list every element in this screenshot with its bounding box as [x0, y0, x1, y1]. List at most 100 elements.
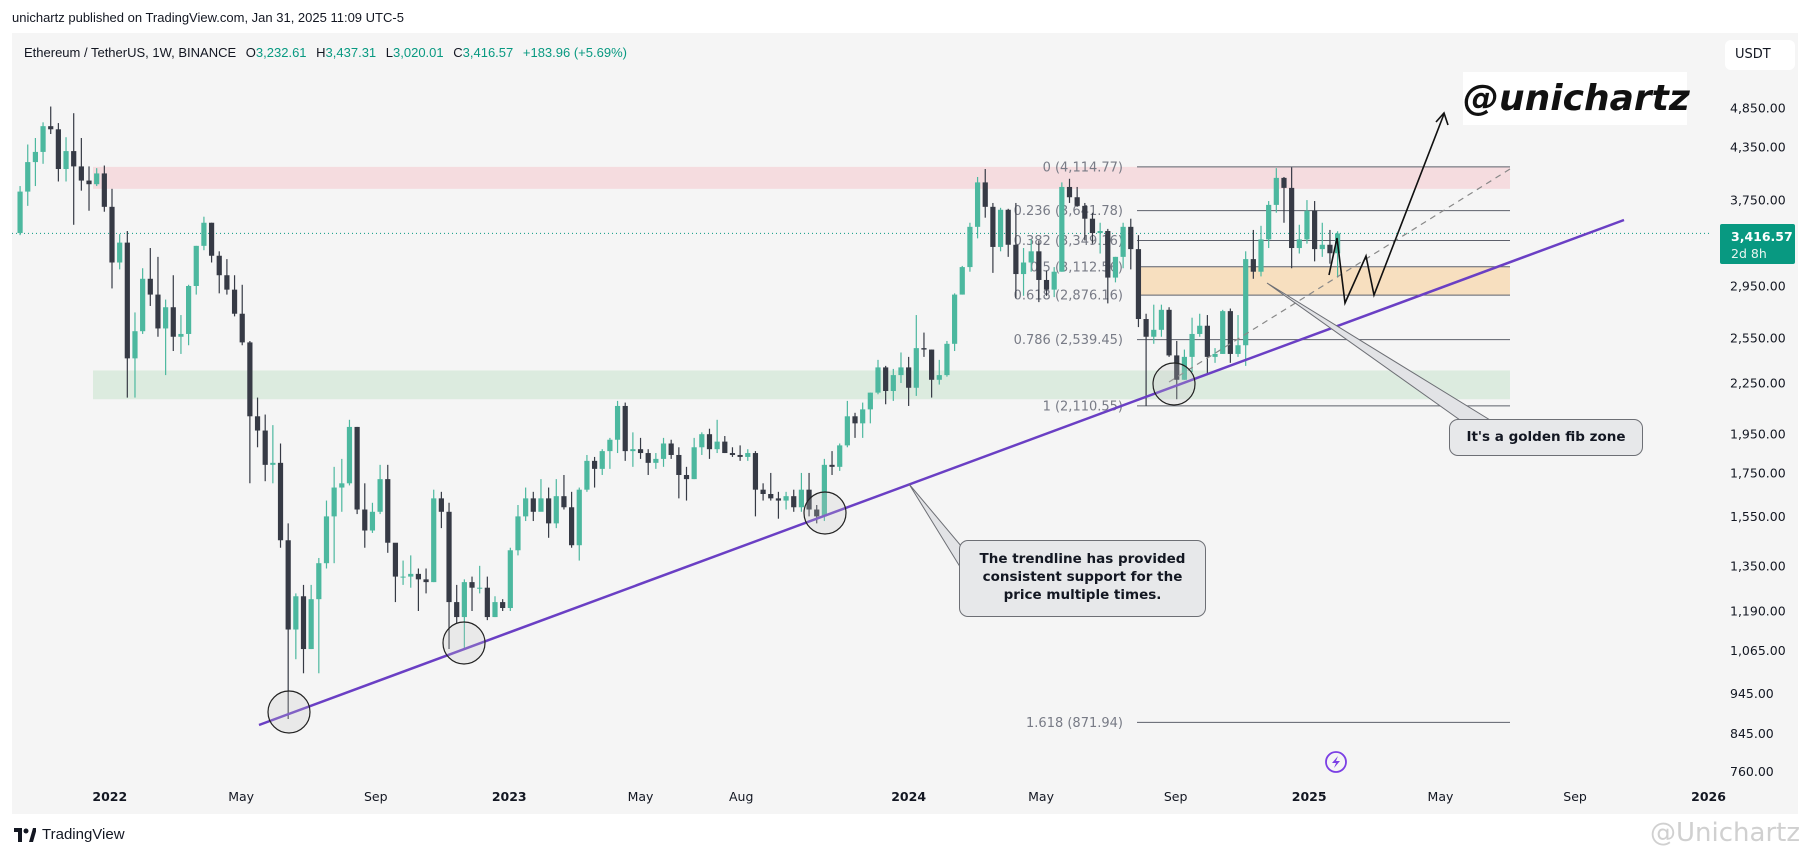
projection-path [1328, 113, 1445, 306]
touch-circle [267, 690, 311, 734]
candle [768, 472, 774, 501]
candle-body [86, 180, 92, 185]
candle [461, 579, 467, 650]
candle [86, 166, 92, 211]
candle-body [982, 182, 988, 207]
candle-body [630, 449, 636, 452]
x-tick-label: May [1428, 789, 1454, 804]
tradingview-logo-icon [14, 827, 36, 842]
fib-zone-callout[interactable]: It's a golden fib zone [1449, 419, 1643, 456]
candle [163, 299, 169, 376]
candle-body [40, 126, 46, 152]
candle-body [875, 367, 881, 393]
candle [40, 122, 46, 164]
candle-body [1235, 345, 1241, 354]
candle-body [1059, 186, 1065, 272]
candle-body [1258, 239, 1264, 272]
candle [538, 479, 544, 512]
candle-body [484, 587, 490, 618]
candle [1066, 178, 1073, 203]
candle-body [898, 367, 904, 376]
candle-body [722, 441, 728, 454]
candle-body [569, 507, 575, 546]
fib-level-label: 1.618 (871.94) [1026, 716, 1123, 731]
support-trendline[interactable] [258, 218, 1625, 727]
candle [63, 137, 69, 182]
candle [1273, 168, 1279, 213]
tradingview-logo[interactable]: TradingView [14, 826, 125, 843]
candle [691, 437, 697, 480]
candle-body [461, 582, 467, 618]
candle-body [607, 439, 613, 452]
candle-body [140, 278, 146, 332]
candle-body [1197, 325, 1203, 334]
candle [132, 312, 138, 398]
candle [178, 315, 184, 354]
last-price-badge [1720, 224, 1795, 264]
candle [346, 419, 353, 486]
candle [1005, 208, 1011, 257]
candle [392, 542, 399, 603]
candle-body [94, 173, 100, 185]
candle [323, 500, 330, 569]
candle [990, 202, 996, 273]
candle [898, 352, 904, 383]
x-tick-label: Aug [729, 789, 753, 804]
candle [354, 426, 360, 515]
candle-body [300, 596, 307, 650]
candle [308, 584, 314, 650]
candle [515, 505, 521, 556]
candle [599, 449, 605, 475]
candle [890, 368, 896, 401]
candle-body [538, 498, 544, 512]
candle-body [952, 294, 958, 344]
candle [844, 400, 850, 448]
candle [829, 451, 835, 475]
candle [591, 456, 598, 488]
candle [814, 505, 820, 524]
candle [745, 449, 751, 461]
candle [530, 491, 536, 522]
candle-body [883, 367, 889, 392]
candle-body [997, 209, 1004, 247]
candle [760, 483, 766, 501]
candle-body [683, 474, 690, 480]
candle-body [653, 458, 659, 463]
candle-body [170, 307, 176, 337]
candle-body [860, 409, 866, 424]
candle [25, 144, 31, 206]
lightning-icon[interactable] [1325, 751, 1347, 773]
candle [507, 547, 513, 611]
candle-body [752, 453, 759, 490]
candle-body [500, 602, 506, 609]
x-tick-label: Sep [1563, 789, 1587, 804]
candle-body [438, 498, 444, 512]
candle [438, 491, 444, 529]
candle [1105, 228, 1111, 304]
candle-body [821, 464, 827, 517]
currency-button[interactable]: USDT [1725, 40, 1795, 70]
candle-body [1112, 256, 1119, 278]
fib-level-label: 0.236 (3,641.78) [1014, 204, 1123, 219]
high-value: 3,437.31 [325, 45, 377, 60]
candle [1020, 248, 1027, 296]
candle-body [1220, 311, 1226, 354]
candle [400, 560, 406, 585]
candle-body [936, 375, 942, 380]
candle-body [829, 464, 835, 467]
candle-body [63, 151, 69, 170]
y-tick-label: 4,850.00 [1730, 101, 1786, 116]
candle-body [1005, 209, 1011, 245]
candle [1128, 218, 1134, 270]
candle [293, 593, 299, 660]
trendline-callout[interactable]: The trendline has provided consistent su… [959, 540, 1206, 617]
candle [967, 222, 973, 272]
candle-body [1273, 177, 1279, 205]
symbol-name[interactable]: Ethereum / TetherUS, 1W, BINANCE [24, 45, 237, 60]
y-tick-label: 2,950.00 [1730, 278, 1786, 293]
candle [377, 464, 383, 515]
candle-body [745, 453, 751, 457]
candle [155, 256, 161, 337]
tradingview-logo-text: TradingView [42, 826, 125, 843]
